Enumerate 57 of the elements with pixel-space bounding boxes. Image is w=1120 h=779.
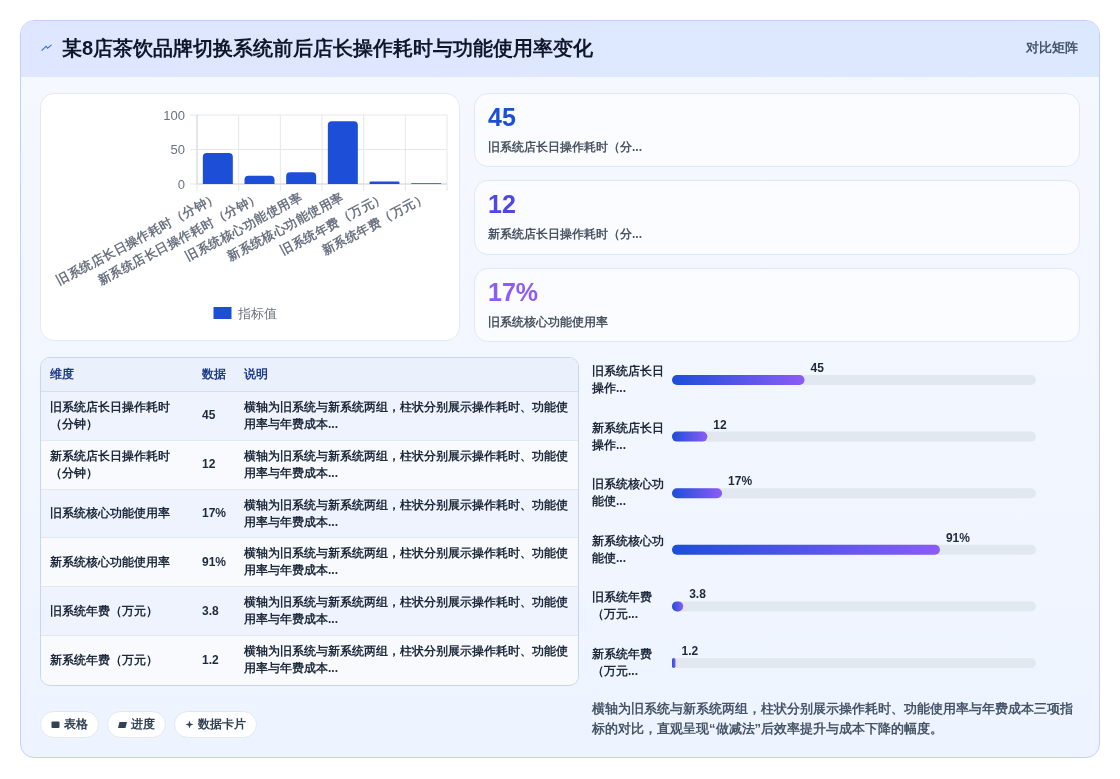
text: 数据卡片 — [198, 717, 246, 732]
bar — [369, 181, 400, 184]
category-label: 数据 — [202, 358, 244, 392]
data-label: 17% — [728, 474, 753, 489]
y-tick-label: 新系统店长日操作... — [592, 419, 665, 454]
text: 45 — [202, 408, 216, 423]
category-label: 旧系统店长日操作耗时（分... — [488, 140, 643, 154]
text: 表格 — [64, 717, 88, 732]
bar — [672, 658, 676, 668]
text: 17% — [488, 277, 539, 306]
text: 对比矩阵 — [1026, 40, 1078, 57]
text: 进度 — [131, 717, 155, 732]
data-label: 3.8 — [689, 587, 707, 602]
legend-label: 指标值 — [236, 305, 277, 321]
category-label: 旧系统核心功能使用率 — [50, 506, 170, 521]
category-label: 新系统店长日操作耗时（分钟） — [50, 448, 170, 480]
category-label: 新系统店长日操作耗时（分... — [488, 227, 643, 242]
text: 12 — [488, 190, 516, 219]
text: 45 — [488, 103, 516, 131]
text: 横轴为旧系统与新系统两组，柱状分别展示操作耗时、功能使用率与年费成本... — [244, 497, 568, 529]
y-tick-label: 100 — [163, 107, 185, 123]
y-tick-label: 新系统核心功能使... — [592, 532, 665, 567]
text: 3.8 — [202, 603, 219, 618]
text: 1.2 — [202, 652, 219, 667]
category-label: 旧系统核心功能使用率 — [488, 314, 608, 329]
data-label: 45 — [810, 361, 825, 375]
y-tick-label: 新系统年费（万元... — [592, 646, 653, 680]
y-tick-label: 旧系统年费（万元... — [592, 589, 653, 624]
text: 17% — [202, 506, 227, 521]
bar — [672, 488, 723, 499]
text: 横轴为旧系统与新系统两组，柱状分别展示操作耗时、功能使用率与年费成本... — [244, 448, 568, 480]
text: 横轴为旧系统与新系统两组，柱状分别展示操作耗时、功能使用率与年费成本... — [244, 595, 568, 627]
y-tick-label: 0 — [177, 176, 185, 192]
bar — [202, 152, 233, 184]
bar — [286, 172, 317, 184]
data-label: 1.2 — [681, 644, 699, 658]
data-label: 91% — [945, 530, 971, 545]
bar — [327, 121, 358, 184]
bar — [244, 175, 275, 184]
text: 横轴为旧系统与新系统两组，柱状分别展示操作耗时、功能使用率与年费成本... — [244, 399, 568, 431]
text: 某8店茶饮品牌切换系统前后店长操作耗时与功能使用率变化 — [62, 36, 594, 61]
category-label: 旧系统店长日操作耗时（分钟） — [50, 399, 170, 431]
data-label: 12 — [713, 417, 727, 432]
y-tick-label: 旧系统核心功能使... — [592, 476, 665, 511]
text: 横轴为旧系统与新系统两组，柱状分别展示操作耗时、功能使用率与年费成本... — [244, 546, 568, 578]
text: 12 — [202, 457, 216, 472]
category-label: 维度 — [41, 358, 202, 392]
text: 91% — [202, 554, 227, 569]
category-label: 新系统核心功能使用率 — [50, 554, 170, 569]
text: 横轴为旧系统与新系统两组，柱状分别展示操作耗时、功能使用率与年费成本... — [244, 644, 568, 676]
bar — [672, 431, 708, 442]
category-label: 新系统年费（万元） — [50, 652, 158, 667]
y-tick-label: 50 — [170, 142, 185, 157]
text: 横轴为旧系统与新系统两组，柱状分别展示操作耗时、功能使用率与年费成本三项指标的对比，直观呈现“做减法”后效率提升与成本下降的幅度。 — [592, 700, 1074, 738]
category-label: 说明 — [244, 358, 580, 392]
y-tick-label: 旧系统店长日操作... — [592, 363, 665, 397]
category-label: 旧系统年费（万元） — [50, 603, 158, 618]
